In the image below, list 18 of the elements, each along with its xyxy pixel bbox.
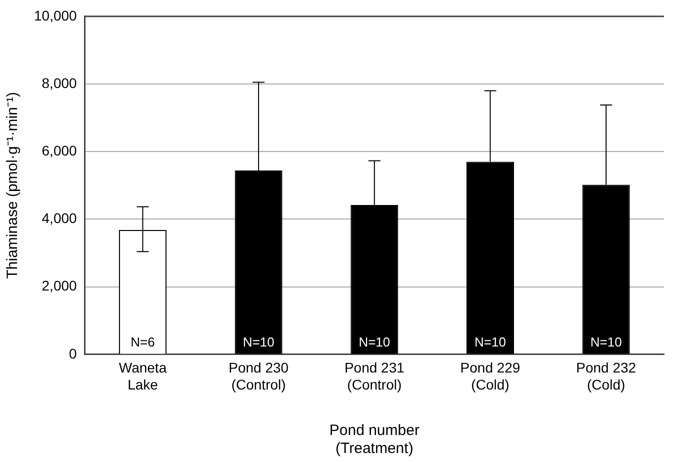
x-tick-label: Pond 232 (Cold) (576, 360, 636, 392)
x-tick-label: Pond 229 (Cold) (460, 360, 520, 392)
annotation: N=10 (474, 334, 506, 350)
y-tick-label: 8,000 (42, 74, 78, 91)
annotation: N=6 (130, 334, 155, 350)
x-tick-label: Waneta Lake (118, 360, 167, 392)
y-tick-label: 2,000 (42, 278, 78, 294)
y-tick-label: 0 (69, 345, 78, 362)
y-tick-label: 4,000 (42, 210, 78, 226)
annotation: N=10 (590, 334, 622, 350)
annotation: N=10 (242, 334, 274, 350)
y-tick-label: 6,000 (42, 142, 78, 158)
x-tick-label: Pond 231 (Control) (344, 360, 405, 392)
x-axis-title: Pond number (Treatment) (329, 422, 420, 458)
x-tick-label: Pond 230 (Control) (228, 360, 289, 392)
y-tick-label: 10,000 (34, 7, 78, 24)
y-axis-title: Thiaminase (pmol·g⁻¹·min⁻¹) (4, 92, 22, 279)
annotation: N=10 (358, 334, 390, 350)
